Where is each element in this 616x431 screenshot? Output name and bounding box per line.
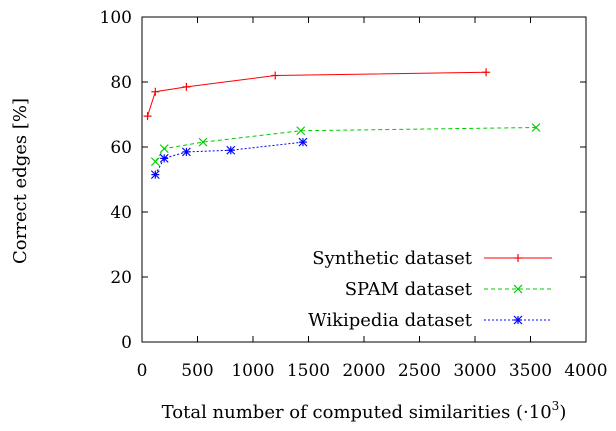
x-tick-label: 3000 bbox=[453, 361, 496, 381]
data-point bbox=[151, 88, 159, 96]
series-line bbox=[155, 128, 536, 162]
series-synthetic-dataset bbox=[144, 68, 491, 120]
data-point bbox=[299, 138, 307, 146]
y-axis-label: Correct edges [%] bbox=[10, 98, 31, 264]
legend-label: Wikipedia dataset bbox=[308, 310, 473, 331]
y-tick-label: 40 bbox=[110, 203, 132, 223]
data-point bbox=[160, 145, 168, 153]
x-tick-label: 2500 bbox=[398, 361, 441, 381]
legend-marker bbox=[514, 316, 522, 324]
data-point bbox=[182, 148, 190, 156]
legend-label: SPAM dataset bbox=[345, 279, 473, 300]
data-point bbox=[482, 68, 490, 76]
x-tick-label: 3500 bbox=[509, 361, 552, 381]
data-point bbox=[182, 83, 190, 91]
y-tick-label: 0 bbox=[121, 333, 132, 353]
data-point bbox=[227, 146, 235, 154]
data-point bbox=[151, 171, 159, 179]
y-tick-label: 20 bbox=[110, 268, 132, 288]
y-tick-label: 100 bbox=[100, 8, 132, 28]
series-spam-dataset bbox=[151, 124, 540, 166]
data-point bbox=[151, 158, 159, 166]
data-point bbox=[144, 112, 152, 120]
data-point bbox=[271, 72, 279, 80]
x-tick-label: 4000 bbox=[564, 361, 607, 381]
x-tick-label: 1500 bbox=[287, 361, 330, 381]
series-wikipedia-dataset bbox=[151, 138, 307, 179]
y-tick-label: 60 bbox=[110, 138, 132, 158]
series-line bbox=[148, 72, 487, 116]
data-point bbox=[160, 154, 168, 162]
x-tick-label: 0 bbox=[137, 361, 148, 381]
data-series bbox=[144, 68, 541, 178]
legend-marker bbox=[514, 254, 522, 262]
y-tick-label: 80 bbox=[110, 73, 132, 93]
x-axis-label: Total number of computed similarities (·… bbox=[162, 399, 567, 423]
x-tick-label: 500 bbox=[181, 361, 213, 381]
series-line bbox=[155, 142, 303, 175]
legend: Synthetic dataset SPAM dataset Wikipedia d… bbox=[308, 248, 552, 331]
x-tick-label: 2000 bbox=[342, 361, 385, 381]
x-tick-label: 1000 bbox=[231, 361, 274, 381]
legend-label: Synthetic dataset bbox=[312, 248, 472, 269]
